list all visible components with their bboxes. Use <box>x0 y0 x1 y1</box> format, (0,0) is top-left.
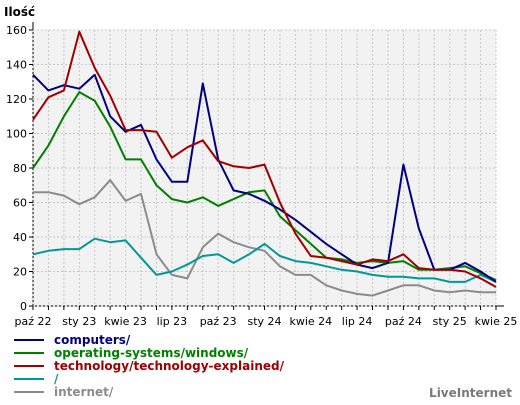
x-axis-ticks: paź 22 sty 23 kwie 23 lip 23 paź 23 sty 24 kwi… <box>15 306 518 328</box>
series-line-3 <box>32 237 497 283</box>
x-tick-label: kwie 25 <box>475 315 518 328</box>
series-lines <box>32 30 497 297</box>
y-tick-label: 120 <box>6 93 27 106</box>
y-tick-label: 60 <box>13 197 27 210</box>
legend-swatch <box>14 351 44 354</box>
x-tick-label: kwie 23 <box>104 315 147 328</box>
y-axis-ticks: 0 20 40 60 80 100 120 140 160 <box>6 24 33 313</box>
x-tick-label: lip 23 <box>157 315 188 328</box>
y-tick-label: 100 <box>6 128 27 141</box>
legend-swatch <box>14 377 44 380</box>
legend-swatch <box>14 390 44 393</box>
y-tick-label: 40 <box>13 231 27 244</box>
y-tick-label: 20 <box>13 266 27 279</box>
legend-item: technology/technology-explained/ <box>14 358 284 373</box>
x-tick-label: paź 23 <box>200 315 237 328</box>
x-tick-label: sty 24 <box>247 315 281 328</box>
x-tick-label: sty 23 <box>62 315 96 328</box>
y-tick-label: 140 <box>6 59 27 72</box>
series-line-0 <box>32 73 497 283</box>
series-line-2 <box>32 30 497 288</box>
legend-item: internet/ <box>14 384 284 399</box>
x-tick-label: paź 24 <box>385 315 422 328</box>
legend: computers/operating-systems/windows/tech… <box>14 332 284 399</box>
x-tick-label: kwie 24 <box>289 315 332 328</box>
legend-label: computers/ <box>54 332 131 347</box>
y-axis-label: Ilość <box>4 5 35 19</box>
legend-label: technology/technology-explained/ <box>54 358 284 373</box>
legend-label: operating-systems/windows/ <box>54 345 249 360</box>
x-tick-label: lip 24 <box>342 315 373 328</box>
legend-label: / <box>54 371 59 386</box>
y-tick-label: 80 <box>13 162 27 175</box>
legend-label: internet/ <box>54 384 114 399</box>
y-tick-label: 160 <box>6 24 27 37</box>
legend-item: operating-systems/windows/ <box>14 345 284 360</box>
legend-swatch <box>14 338 44 341</box>
series-line-4 <box>33 179 496 297</box>
x-tick-label: sty 25 <box>433 315 467 328</box>
y-tick-label: 0 <box>20 300 27 313</box>
legend-item: / <box>14 371 284 386</box>
series-line-1 <box>32 91 497 282</box>
grid <box>32 29 497 307</box>
x-tick-label: paź 22 <box>15 315 52 328</box>
legend-swatch <box>14 364 44 367</box>
credit-text: LiveInternet <box>429 386 512 400</box>
legend-item: computers/ <box>14 332 284 347</box>
